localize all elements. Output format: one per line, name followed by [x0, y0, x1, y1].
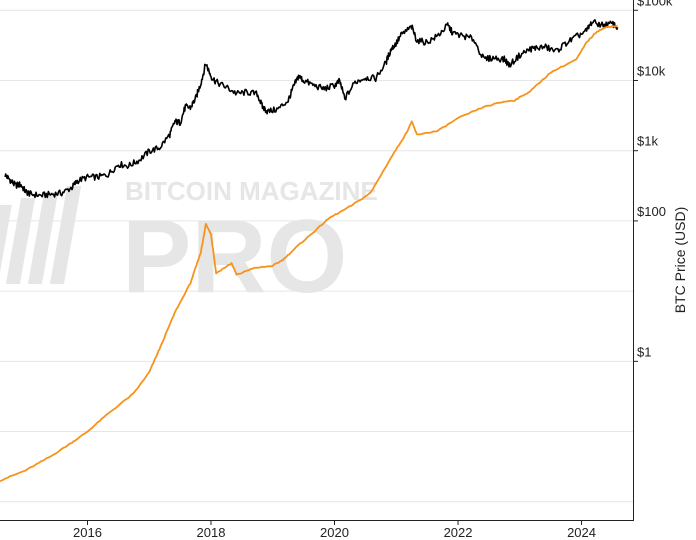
x-tick-label: 2018: [197, 525, 226, 540]
y-tick-label: $100: [637, 204, 666, 219]
y-axis-ticks: $100k $10k $1k $100 $1: [633, 0, 673, 362]
x-tick-label: 2016: [73, 525, 102, 540]
x-tick-label: 2020: [320, 525, 349, 540]
series-line-orange: [0, 24, 618, 483]
y-tick-label: $1: [637, 344, 651, 359]
watermark-line1: BITCOIN MAGAZINE: [125, 176, 378, 206]
series-line-black: [4, 19, 619, 199]
y-tick-label: $1k: [637, 134, 658, 149]
y-tick-label: $10k: [637, 63, 666, 78]
y-tick-label: $100k: [637, 0, 673, 8]
x-axis-ticks: 2016 2018 2020 2022 2024: [73, 520, 596, 540]
watermark-line2: PRO: [122, 199, 347, 315]
series-layer: [0, 19, 619, 483]
grid: [0, 9, 633, 503]
watermark-bars-icon: [0, 186, 82, 284]
x-tick-label: 2022: [444, 525, 473, 540]
watermark: BITCOIN MAGAZINE PRO: [0, 176, 378, 315]
y-axis-title: BTC Price (USD): [672, 207, 688, 314]
x-tick-label: 2024: [567, 525, 596, 540]
